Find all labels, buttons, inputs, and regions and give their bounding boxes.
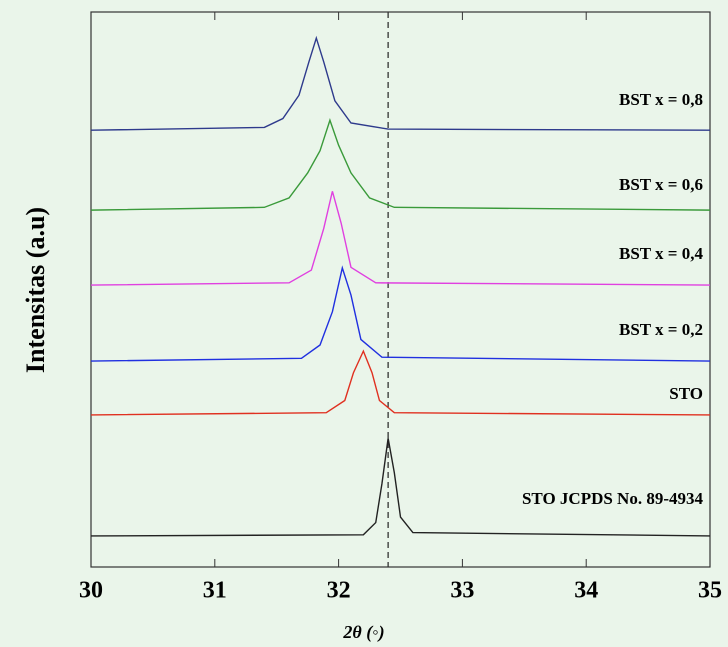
- series-line: [90, 265, 711, 362]
- series-line: [90, 35, 711, 131]
- series-line: [90, 438, 711, 537]
- series-label: STO: [669, 384, 703, 403]
- plot-frame: [90, 11, 711, 568]
- series-line: [90, 191, 711, 286]
- series-label: BST x = 0,4: [619, 244, 704, 263]
- series-label: BST x = 0,8: [619, 90, 703, 109]
- series-label: BST x = 0,6: [619, 175, 703, 194]
- x-tick-label: 31: [203, 578, 227, 604]
- x-tick-label: 33: [450, 578, 474, 604]
- series-label: STO JCPDS No. 89-4934: [522, 489, 704, 508]
- x-tick-label: 30: [79, 578, 103, 604]
- y-axis-label: Intensitas (a.u): [21, 207, 50, 373]
- series-line: [90, 118, 711, 211]
- x-tick-label: 34: [574, 578, 598, 604]
- series-label: BST x = 0,2: [619, 320, 703, 339]
- series-line: [90, 349, 711, 416]
- x-tick-label: 35: [698, 578, 722, 604]
- x-tick-label: 32: [327, 578, 351, 604]
- x-axis-label: 2θ (◦): [342, 622, 384, 643]
